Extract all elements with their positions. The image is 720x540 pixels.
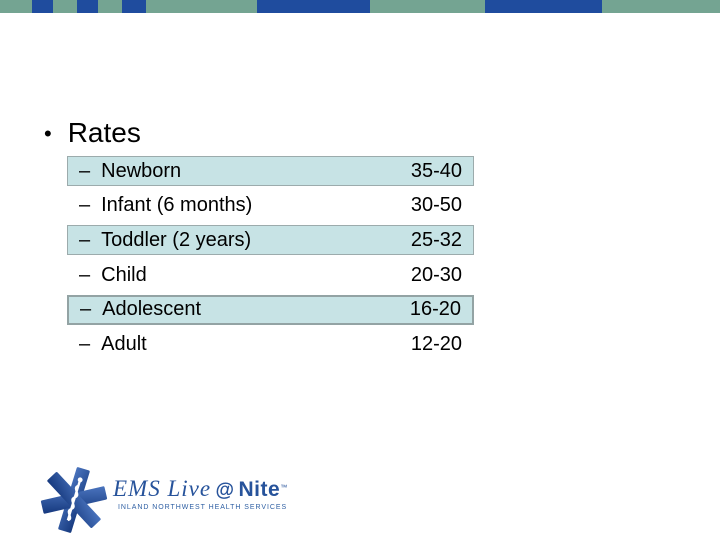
rate-label: Infant (6 months)	[101, 194, 253, 217]
star-of-life-icon	[40, 467, 108, 533]
logo-brand-text: Nite	[238, 478, 281, 501]
logo-wordmark: EMS Live @ Nite™	[113, 476, 287, 502]
dash-bullet: –	[79, 263, 91, 286]
rate-value: 16-20	[409, 298, 461, 321]
logo-tagline: INLAND NORTHWEST HEALTH SERVICES	[118, 504, 288, 511]
rate-label: Adult	[101, 332, 147, 355]
dash-bullet: –	[79, 194, 91, 217]
bar-segment-green	[98, 0, 122, 13]
logo-at-symbol: @	[215, 480, 235, 501]
bar-segment-blue	[122, 0, 146, 13]
bar-segment-blue	[77, 0, 98, 13]
rate-row-newborn: – Newborn 35-40	[67, 156, 474, 186]
bar-segment-green	[53, 0, 77, 13]
bar-segment-green	[146, 0, 257, 13]
ems-live-at-nite-logo: EMS Live @ Nite™ INLAND NORTHWEST HEALTH…	[40, 460, 300, 540]
rate-row-child: – Child 20-30	[67, 260, 474, 290]
rate-row-adult: – Adult 12-20	[67, 329, 474, 359]
dash-bullet: –	[79, 228, 91, 251]
rate-value: 20-30	[410, 263, 462, 286]
dash-bullet: –	[79, 159, 91, 182]
rate-label: Toddler (2 years)	[101, 228, 252, 251]
rate-row-toddler: – Toddler (2 years) 25-32	[67, 225, 474, 256]
rate-label: Newborn	[101, 159, 182, 182]
page-title: Rates	[67, 117, 141, 148]
rate-value: 25-32	[410, 228, 462, 251]
dash-bullet: –	[80, 298, 92, 321]
bar-segment-blue	[32, 0, 53, 13]
title-bullet: •	[44, 121, 52, 146]
rate-row-adolescent: – Adolescent 16-20	[67, 294, 474, 325]
rates-list: – Newborn 35-40 – Infant (6 months) 30-5…	[67, 156, 474, 364]
dash-bullet: –	[79, 332, 91, 355]
rate-value: 35-40	[410, 159, 462, 182]
bar-segment-green	[0, 0, 32, 13]
rate-value: 12-20	[410, 332, 462, 355]
slide-title-block: • Rates	[44, 118, 141, 148]
rate-value: 30-50	[410, 194, 462, 217]
logo-script-text: EMS Live	[113, 476, 212, 501]
trademark-symbol: ™	[280, 484, 288, 492]
bar-segment-green	[602, 0, 720, 13]
bar-segment-blue	[485, 0, 602, 13]
top-decorative-bar	[0, 0, 720, 13]
bar-segment-blue	[257, 0, 370, 13]
rate-label: Child	[101, 263, 147, 286]
rate-label: Adolescent	[102, 298, 202, 321]
rate-row-infant: – Infant (6 months) 30-50	[67, 191, 474, 221]
bar-segment-green	[370, 0, 485, 13]
